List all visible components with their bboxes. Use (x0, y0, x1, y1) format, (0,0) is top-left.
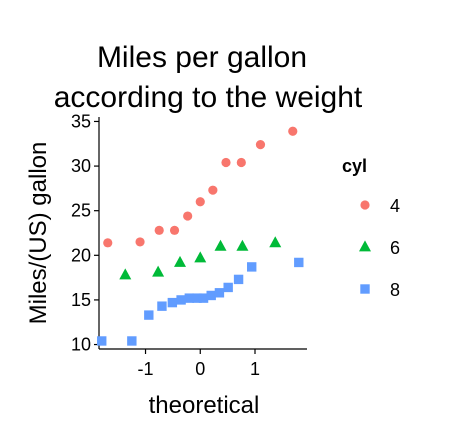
x-tick-label: 1 (250, 359, 260, 379)
legend-key-circle (360, 200, 370, 210)
data-point (294, 257, 304, 268)
data-point (236, 239, 249, 251)
data-point (152, 265, 165, 277)
y-tick-label: 15 (71, 290, 91, 310)
data-point (167, 297, 178, 308)
x-tick-label: 0 (195, 359, 205, 379)
data-point (214, 288, 225, 298)
data-point (269, 236, 282, 248)
data-point (192, 293, 202, 303)
legend: cyl 4 6 8 (342, 156, 400, 300)
data-point (184, 293, 195, 303)
data-point (223, 282, 233, 293)
data-point (169, 225, 180, 235)
data-point (176, 295, 186, 305)
data-point (198, 293, 209, 303)
legend-title: cyl (342, 156, 367, 176)
legend-item-6: 6 (359, 238, 400, 258)
y-tick-label: 10 (71, 335, 91, 355)
legend-label: 8 (390, 280, 400, 300)
data-point (195, 197, 205, 207)
data-point (119, 268, 132, 280)
data-point (127, 336, 137, 346)
data-point (208, 185, 218, 195)
data-point (144, 310, 154, 320)
series-8 (97, 257, 304, 346)
legend-item-4: 4 (360, 196, 400, 216)
data-point (236, 157, 246, 168)
legend-key-square (360, 284, 370, 294)
data-point (214, 239, 227, 251)
data-point (221, 157, 231, 168)
data-point (183, 211, 193, 221)
data-point (255, 140, 266, 150)
data-point (233, 274, 244, 285)
y-tick-label: 35 (71, 111, 91, 131)
data-point (97, 336, 107, 346)
y-axis-title: Miles/(US) gallon (25, 142, 52, 325)
data-point (288, 126, 298, 136)
data-point (206, 290, 216, 301)
data-point (157, 301, 167, 311)
y-tick-label: 20 (71, 245, 91, 265)
data-point (194, 251, 207, 263)
legend-label: 4 (390, 196, 400, 216)
series-6 (119, 236, 282, 280)
data-point (103, 238, 113, 248)
y-tick-label: 30 (71, 156, 91, 176)
data-point (154, 225, 164, 235)
legend-item-8: 8 (360, 280, 400, 300)
data-point (135, 237, 145, 247)
legend-label: 6 (390, 238, 400, 258)
axes: 10 15 20 25 30 35 -1 0 1 (71, 111, 307, 379)
chart-title-line-2: according to the weight (54, 81, 363, 114)
series-4 (103, 126, 298, 248)
legend-key-triangle (359, 240, 371, 252)
x-axis-title: theoretical (149, 392, 260, 419)
y-tick-label: 25 (71, 201, 91, 221)
data-points (97, 126, 304, 346)
chart-title-line-1: Miles per gallon (97, 41, 307, 74)
data-point (174, 255, 187, 267)
data-point (247, 262, 257, 272)
x-tick-label: -1 (138, 359, 154, 379)
